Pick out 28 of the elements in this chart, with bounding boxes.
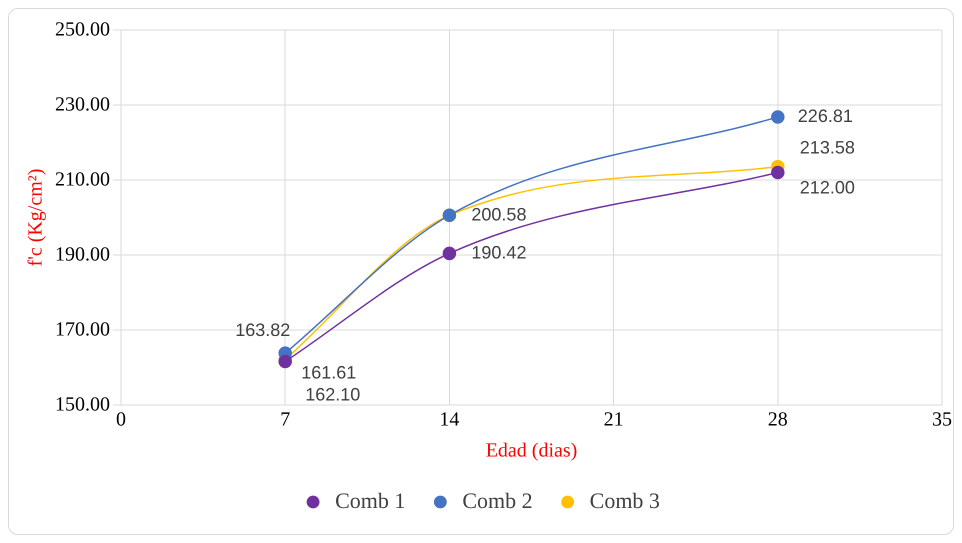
y-axis-title: f'c (Kg/cm²) [24, 168, 46, 266]
data-label: 190.42 [471, 242, 526, 262]
legend-label: Comb 3 [590, 488, 660, 513]
data-label: 162.10 [305, 384, 360, 405]
y-tick-label: 190.00 [55, 243, 110, 266]
legend-label: Comb 2 [462, 488, 533, 513]
legend-label: Comb 1 [335, 488, 406, 513]
data-label: 163.82 [235, 320, 290, 340]
data-label: 200.58 [471, 204, 526, 224]
data-label: 161.61 [301, 362, 356, 382]
x-tick-label: 7 [280, 408, 290, 430]
y-tick-label: 210.00 [55, 168, 110, 190]
point [771, 166, 785, 180]
y-tick-label: 230.00 [55, 93, 110, 116]
x-axis-title: Edad (dias) [486, 439, 578, 462]
data-label: 226.81 [798, 106, 853, 126]
x-tick-label: 14 [439, 408, 460, 430]
y-tick-label: 150.00 [55, 393, 110, 416]
y-tick-label: 250.00 [55, 18, 110, 40]
x-tick-label: 28 [768, 408, 788, 430]
data-label: 213.58 [800, 138, 855, 158]
x-tick-label: 0 [116, 408, 126, 430]
x-tick-label: 35 [932, 408, 952, 430]
point [442, 246, 456, 260]
x-tick-label: 21 [604, 408, 624, 430]
y-tick-label: 170.00 [55, 318, 110, 340]
data-label: 212.00 [800, 177, 855, 198]
point [771, 110, 785, 124]
